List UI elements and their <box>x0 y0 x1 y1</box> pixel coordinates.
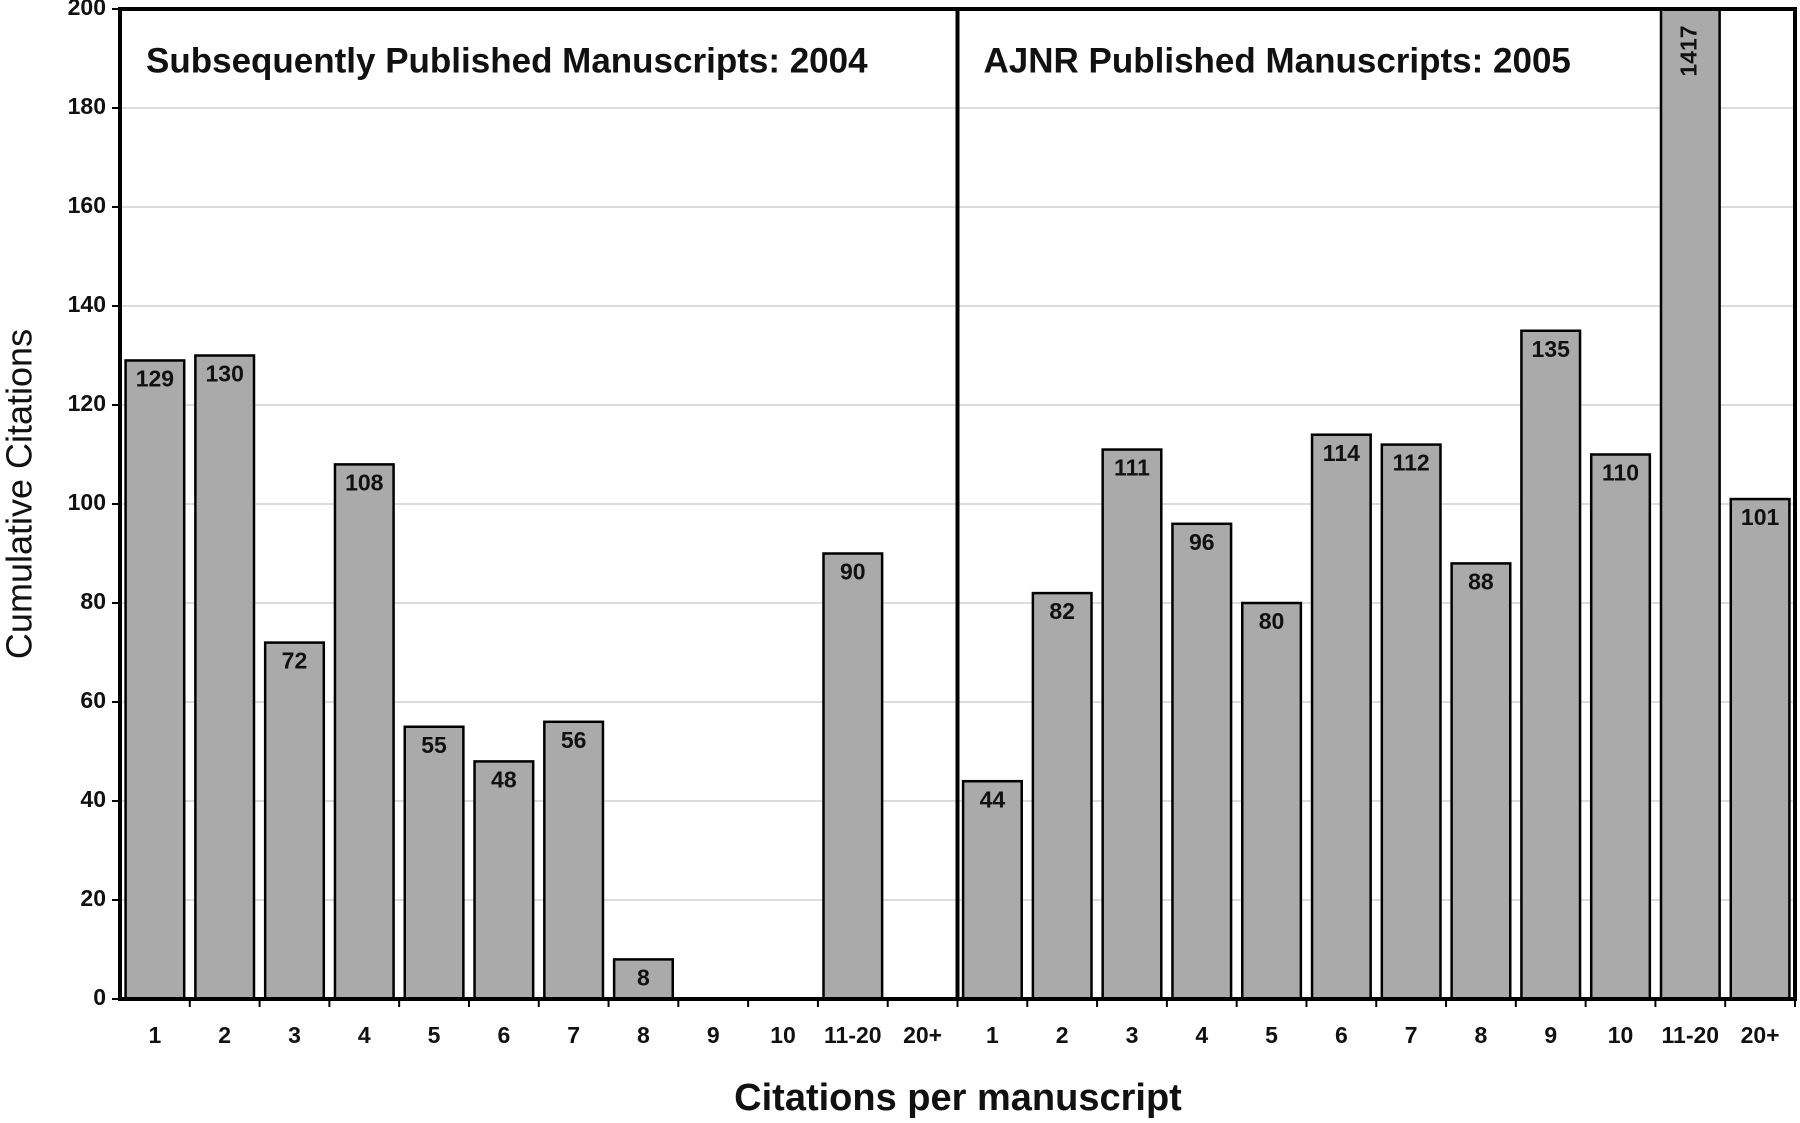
x-tick-label: 6 <box>1335 1022 1348 1048</box>
y-tick-label: 160 <box>68 192 106 218</box>
x-tick-label: 9 <box>707 1022 720 1048</box>
bar <box>543 720 605 999</box>
value-label: 96 <box>1189 529 1215 555</box>
value-label: 112 <box>1393 450 1430 476</box>
x-tick-label: 7 <box>1405 1022 1418 1048</box>
x-tick-label: 8 <box>637 1022 650 1048</box>
bar <box>612 958 674 999</box>
bar <box>1380 443 1442 999</box>
bar <box>822 552 884 999</box>
y-tick-label: 80 <box>80 588 106 614</box>
bar <box>1241 601 1303 999</box>
x-tick-label: 3 <box>288 1022 301 1048</box>
y-tick-label: 120 <box>68 390 106 416</box>
bar <box>124 359 186 999</box>
y-axis-label: Cumulative Citations <box>0 329 40 659</box>
y-tick-label: 20 <box>80 885 106 911</box>
value-label: 101 <box>1741 504 1780 530</box>
x-tick-label: 1 <box>148 1022 161 1048</box>
x-tick-label: 2 <box>1056 1022 1069 1048</box>
value-label: 114 <box>1323 440 1360 466</box>
bar <box>403 725 465 999</box>
x-tick-label: 10 <box>1608 1022 1634 1048</box>
bar <box>1450 562 1512 999</box>
y-tick-label: 40 <box>80 786 106 812</box>
y-tick-label: 100 <box>68 489 106 515</box>
y-tick-label: 140 <box>68 291 106 317</box>
x-tick-label: 5 <box>1265 1022 1278 1048</box>
bar <box>1101 448 1163 999</box>
x-tick-label: 11-20 <box>1662 1022 1720 1048</box>
x-tick-label: 7 <box>567 1022 580 1048</box>
bar <box>1031 591 1093 999</box>
x-tick-label: 1 <box>986 1022 999 1048</box>
value-label: 48 <box>491 766 517 792</box>
y-tick-label: 200 <box>68 0 106 20</box>
bar <box>1310 433 1372 999</box>
value-label: 80 <box>1259 608 1285 634</box>
bar <box>263 641 326 999</box>
panel-title: AJNR Published Manuscripts: 2005 <box>984 41 1571 80</box>
value-label: 90 <box>840 559 866 585</box>
x-tick-label: 10 <box>770 1022 796 1048</box>
bar <box>1659 9 1721 999</box>
x-tick-label: 4 <box>1195 1022 1208 1048</box>
value-label: 44 <box>980 786 1006 812</box>
value-label: 108 <box>345 469 384 495</box>
y-tick-label: 0 <box>93 984 106 1010</box>
value-label: 135 <box>1532 336 1571 362</box>
x-tick-label: 8 <box>1475 1022 1488 1048</box>
bar <box>961 779 1023 999</box>
value-label: 88 <box>1468 568 1494 594</box>
plot-area <box>124 9 1791 999</box>
x-tick-label: 4 <box>358 1022 371 1048</box>
y-tick-label: 180 <box>68 93 106 119</box>
x-tick-label: 20+ <box>1741 1022 1780 1048</box>
x-tick-label: 9 <box>1544 1022 1557 1048</box>
value-label: 55 <box>421 732 447 758</box>
x-tick-label: 20+ <box>903 1022 942 1048</box>
x-axis-label: Citations per manuscript <box>734 1077 1182 1119</box>
value-label: 111 <box>1114 455 1150 481</box>
value-label: 56 <box>561 727 587 753</box>
x-tick-label: 3 <box>1126 1022 1139 1048</box>
y-tick-label: 60 <box>80 687 106 713</box>
value-label: 130 <box>206 361 244 387</box>
bar <box>1589 453 1652 999</box>
bar <box>1171 522 1233 999</box>
value-label: 110 <box>1602 460 1639 486</box>
x-tick-label: 11-20 <box>824 1022 882 1048</box>
bar <box>194 354 256 999</box>
bar <box>1729 497 1791 999</box>
plot-border <box>118 7 1797 1001</box>
bar <box>1520 329 1582 999</box>
value-label: 1417 <box>1675 25 1701 76</box>
panel-title: Subsequently Published Manuscripts: 2004 <box>146 41 868 80</box>
value-label: 129 <box>136 366 174 392</box>
bar <box>333 463 395 999</box>
bar <box>473 760 535 999</box>
x-tick-label: 6 <box>497 1022 510 1048</box>
value-label: 8 <box>637 964 650 990</box>
x-tick-label: 2 <box>218 1022 231 1048</box>
x-tick-label: 5 <box>428 1022 441 1048</box>
value-label: 72 <box>282 648 308 674</box>
value-label: 82 <box>1049 598 1075 624</box>
